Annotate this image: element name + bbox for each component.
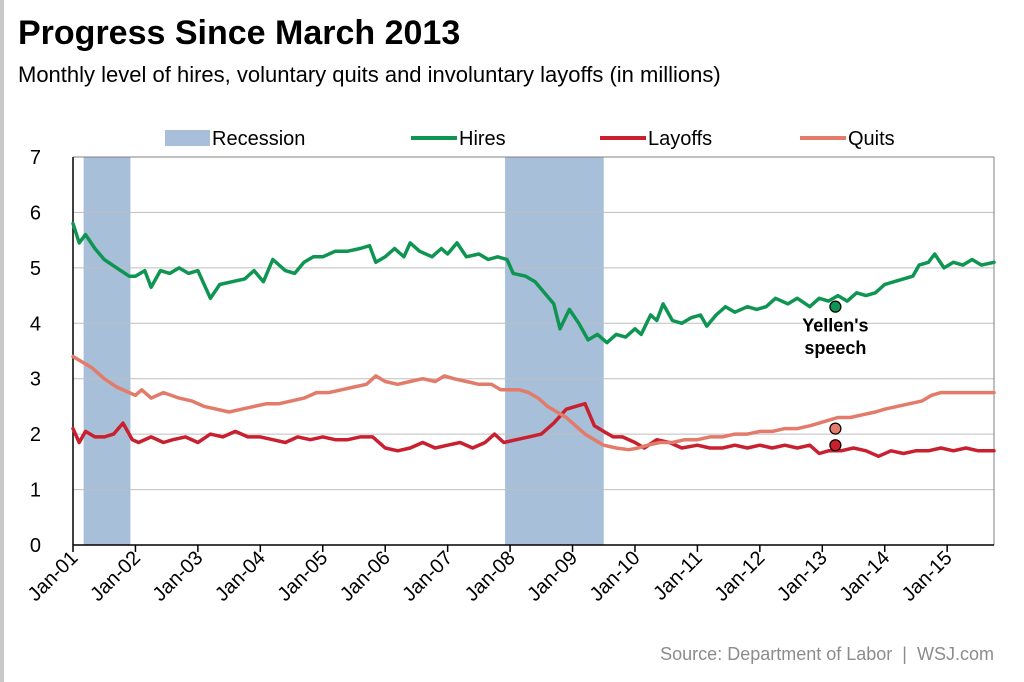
x-tick-label-Jan-13: Jan-13 (773, 547, 832, 606)
x-tick-label-Jan-12: Jan-12 (711, 547, 770, 606)
x-tick-label-Jan-04: Jan-04 (211, 547, 270, 606)
legend-label-recession: Recession (212, 128, 305, 150)
source-separator: | (902, 644, 907, 664)
marker-hires[interactable] (829, 300, 842, 313)
x-tick-label-Jan-06: Jan-06 (336, 547, 395, 606)
chart-title: Progress Since March 2013 (18, 14, 461, 52)
y-tick-label-5: 5 (30, 258, 41, 280)
y-tick-label-6: 6 (30, 202, 41, 224)
y-tick-label-1: 1 (30, 480, 41, 502)
x-tick-label-Jan-14: Jan-14 (835, 547, 894, 606)
x-tick-label-Jan-02: Jan-02 (86, 547, 145, 606)
source-text: Source: Department of Labor (660, 644, 893, 664)
left-edge-rule (0, 0, 4, 682)
annotation-text-2: speech (804, 338, 866, 358)
legend-swatch-recession (165, 130, 210, 146)
legend-label-hires: Hires (459, 128, 506, 150)
x-tick-label-Jan-11: Jan-11 (649, 547, 707, 605)
y-tick-label-2: 2 (30, 424, 41, 446)
brand-link[interactable]: WSJ.com (916, 644, 994, 664)
marker-quits[interactable] (829, 422, 842, 435)
series-line-quits (71, 354, 996, 452)
legend-label-quits: Quits (848, 128, 895, 150)
y-tick-label-3: 3 (30, 369, 41, 391)
x-tick-label-Jan-05: Jan-05 (273, 547, 332, 606)
legend-label-layoffs: Layoffs (648, 128, 712, 150)
x-tick-label-Jan-07: Jan-07 (398, 547, 457, 606)
recession-band-1 (83, 157, 131, 545)
series-line-hires (71, 221, 996, 345)
y-tick-label-7: 7 (30, 147, 41, 169)
y-tick-label-4: 4 (30, 313, 41, 335)
series-line-layoffs (71, 401, 996, 459)
chart-subtitle: Monthly level of hires, voluntary quits … (18, 62, 721, 87)
x-tick-label-Jan-03: Jan-03 (149, 547, 208, 606)
source-line: Source: Department of Labor | WSJ.com (660, 644, 994, 665)
marker-layoffs[interactable] (829, 439, 842, 452)
x-tick-label-Jan-09: Jan-09 (523, 547, 582, 606)
y-tick-label-0: 0 (30, 535, 41, 557)
annotation-text-1: Yellen's (802, 316, 868, 336)
recession-band-2 (505, 157, 604, 545)
x-tick-label-Jan-10: Jan-10 (586, 547, 645, 606)
x-tick-label-Jan-15: Jan-15 (898, 547, 957, 606)
x-tick-label-Jan-08: Jan-08 (461, 547, 520, 606)
